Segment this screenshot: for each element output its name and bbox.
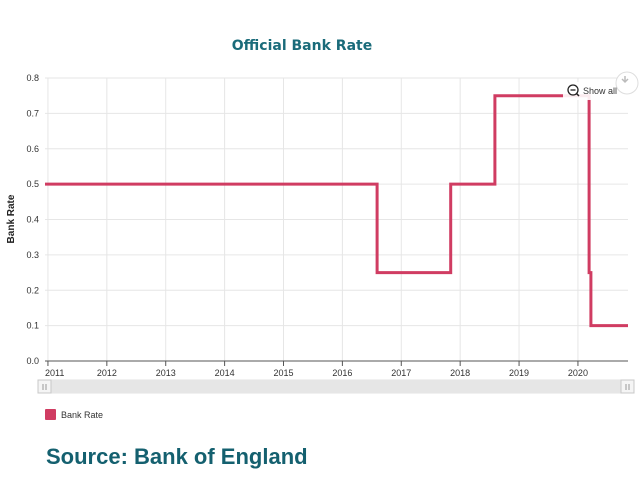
y-tick-label: 0.7 bbox=[26, 108, 39, 118]
x-tick-label: 2014 bbox=[215, 368, 235, 378]
y-tick-label: 0.4 bbox=[26, 215, 39, 225]
zoom-out-icon bbox=[567, 84, 580, 97]
x-tick-label: 2017 bbox=[391, 368, 411, 378]
download-icon bbox=[621, 76, 629, 84]
series-line-bank-rate bbox=[45, 94, 628, 328]
x-tick-label: 2015 bbox=[273, 368, 293, 378]
grid bbox=[45, 77, 628, 361]
x-tick-label: 2012 bbox=[97, 368, 117, 378]
show-all-button[interactable]: Show all bbox=[563, 82, 621, 100]
x-tick-label: 2013 bbox=[156, 368, 176, 378]
scrollbar-right-handle[interactable] bbox=[620, 379, 635, 394]
y-tick-label: 0.5 bbox=[26, 179, 39, 189]
chart-title: Official Bank Rate bbox=[232, 38, 372, 54]
source-caption: Source: Bank of England bbox=[46, 444, 308, 469]
x-tick-label: 2011 bbox=[45, 368, 64, 378]
y-tick-label: 0.2 bbox=[26, 285, 39, 295]
x-tick-label: 2018 bbox=[450, 368, 470, 378]
y-tick-label: 0.0 bbox=[26, 356, 39, 366]
x-ticks: 2011 2012 2013 2014 2015 2016 2017 2018 2019 2020 bbox=[45, 361, 588, 378]
y-tick-label: 0.8 bbox=[26, 73, 39, 83]
drag-handle-icon bbox=[625, 384, 630, 390]
y-tick-label: 0.3 bbox=[26, 250, 39, 260]
x-tick-label: 2020 bbox=[568, 368, 588, 378]
series-layer bbox=[45, 94, 628, 328]
plot-area bbox=[45, 77, 628, 362]
legend-item-label: Bank Rate bbox=[61, 410, 103, 420]
scrollbar-left-handle[interactable] bbox=[37, 379, 52, 394]
y-axis-label: Bank Rate bbox=[6, 194, 17, 243]
y-ticks: 0.0 0.1 0.2 0.3 0.4 0.5 0.6 0.7 0.8 bbox=[26, 73, 39, 366]
drag-handle-icon bbox=[42, 384, 47, 390]
range-scrollbar[interactable] bbox=[37, 379, 635, 394]
download-button[interactable] bbox=[615, 71, 639, 95]
x-tick-label: 2019 bbox=[509, 368, 529, 378]
y-tick-label: 0.1 bbox=[26, 321, 39, 331]
x-tick-label: 2016 bbox=[332, 368, 352, 378]
download-button-bg bbox=[615, 71, 639, 95]
legend[interactable]: Bank Rate bbox=[45, 409, 103, 420]
show-all-label: Show all bbox=[583, 86, 617, 96]
legend-swatch bbox=[45, 409, 56, 420]
scrollbar-thumb[interactable] bbox=[42, 380, 632, 393]
y-tick-label: 0.6 bbox=[26, 144, 39, 154]
